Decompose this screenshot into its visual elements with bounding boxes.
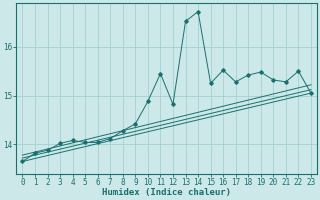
- X-axis label: Humidex (Indice chaleur): Humidex (Indice chaleur): [102, 188, 231, 197]
